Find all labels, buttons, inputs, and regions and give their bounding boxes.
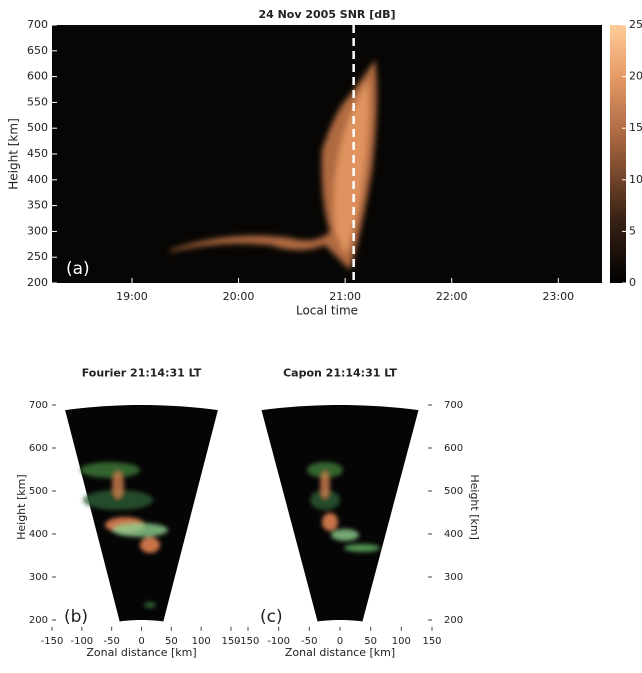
y-tick-label: 200: [444, 615, 463, 626]
y-tick-label: 500: [29, 486, 48, 497]
x-tick-label: -50: [103, 636, 119, 647]
y-tick-label: 600: [444, 443, 463, 454]
panel-label: (c): [260, 607, 283, 627]
x-tick-label: -150: [237, 636, 260, 647]
y-tick-label: 700: [27, 18, 48, 31]
x-tick-label: 20:00: [223, 290, 255, 303]
colorbar-tick-label: 10: [629, 173, 642, 186]
x-tick-label: 0: [337, 636, 343, 647]
y-tick-label: 300: [29, 572, 48, 583]
y-tick-label: 400: [27, 173, 48, 186]
x-axis-label: Local time: [296, 304, 358, 318]
x-tick-label: -50: [301, 636, 317, 647]
x-tick-label: 50: [364, 636, 377, 647]
fan: [261, 405, 419, 622]
x-tick-label: 150: [422, 636, 441, 647]
colorbar-tick-label: 5: [629, 224, 636, 237]
x-tick-label: -100: [267, 636, 290, 647]
y-tick-label: 400: [444, 529, 463, 540]
panel-label: (b): [64, 607, 88, 627]
y-tick-label: 700: [29, 400, 48, 411]
y-tick-label: 300: [444, 572, 463, 583]
y-tick-label: 700: [444, 400, 463, 411]
colorbar-tick-label: 25: [629, 18, 642, 31]
x-tick-label: 0: [138, 636, 144, 647]
x-tick-label: 100: [192, 636, 211, 647]
fan: [65, 405, 218, 622]
fan-plume: [307, 462, 380, 552]
x-tick-label: 22:00: [436, 290, 468, 303]
x-tick-label: -150: [41, 636, 64, 647]
y-tick-label: 350: [27, 199, 48, 212]
y-tick-label: 500: [444, 486, 463, 497]
plume: [170, 60, 377, 270]
y-axis-label: Height [km]: [7, 118, 21, 189]
colorbar-tick-label: 20: [629, 70, 642, 83]
x-tick-label: 21:00: [329, 290, 361, 303]
y-tick-label: 550: [27, 95, 48, 108]
y-tick-label: 300: [27, 224, 48, 237]
y-axis-label: Height [km]: [468, 474, 481, 540]
y-tick-label: 600: [29, 443, 48, 454]
y-tick-label: 600: [27, 70, 48, 83]
y-tick-label: 650: [27, 44, 48, 57]
fan-plume: [80, 462, 168, 608]
x-tick-label: 23:00: [542, 290, 574, 303]
colorbar: [610, 25, 626, 283]
x-axis-label: Zonal distance [km]: [285, 646, 395, 659]
colorbar-tick-label: 15: [629, 121, 642, 134]
y-tick-label: 500: [27, 121, 48, 134]
colorbar-tick-label: 0: [629, 276, 636, 289]
y-tick-label: 250: [27, 250, 48, 263]
y-tick-label: 450: [27, 147, 48, 160]
x-tick-label: 150: [221, 636, 240, 647]
y-tick-label: 200: [29, 615, 48, 626]
y-tick-label: 400: [29, 529, 48, 540]
chart-title: Capon 21:14:31 LT: [283, 367, 397, 380]
chart-title: 24 Nov 2005 SNR [dB]: [258, 8, 395, 21]
y-tick-label: 200: [27, 276, 48, 289]
x-axis-label: Zonal distance [km]: [86, 646, 196, 659]
x-tick-label: 100: [392, 636, 411, 647]
x-tick-label: 50: [165, 636, 178, 647]
y-axis-label: Height [km]: [15, 474, 28, 540]
chart-title: Fourier 21:14:31 LT: [82, 367, 202, 380]
x-tick-label: -100: [70, 636, 93, 647]
panel-label: (a): [66, 259, 90, 279]
x-tick-label: 19:00: [116, 290, 148, 303]
